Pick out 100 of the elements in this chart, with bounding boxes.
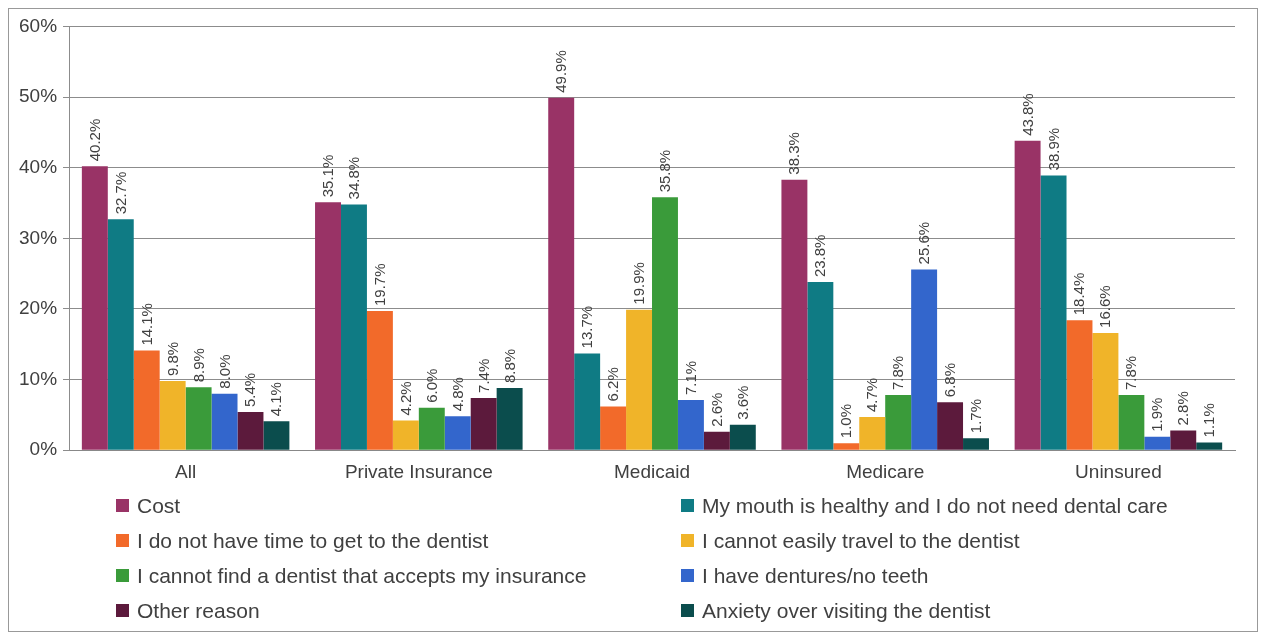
bar bbox=[833, 443, 860, 450]
data-label: 7.8% bbox=[1122, 355, 1140, 391]
bar bbox=[626, 309, 653, 450]
bar bbox=[1092, 332, 1119, 450]
bar bbox=[677, 400, 704, 450]
data-label: 23.8% bbox=[811, 234, 829, 278]
data-label: 7.1% bbox=[681, 360, 699, 396]
data-label: 7.4% bbox=[474, 358, 492, 393]
data-label: 4.8% bbox=[448, 377, 466, 412]
data-label: 14.1% bbox=[137, 303, 155, 346]
bar bbox=[807, 282, 834, 450]
data-label: 16.6% bbox=[1096, 285, 1114, 328]
data-label: 43.8% bbox=[1018, 93, 1036, 136]
bar bbox=[963, 438, 989, 450]
bar bbox=[418, 407, 445, 450]
x-tick-label: Uninsured bbox=[1075, 460, 1162, 482]
y-tick-label: 40% bbox=[19, 155, 58, 177]
bar bbox=[1118, 395, 1145, 450]
data-label: 6.2% bbox=[604, 367, 622, 402]
data-label: 5.4% bbox=[241, 372, 259, 408]
bar bbox=[1196, 442, 1223, 450]
bar bbox=[1040, 175, 1067, 450]
bar bbox=[392, 420, 419, 450]
bar bbox=[107, 219, 134, 450]
bar bbox=[937, 402, 964, 450]
bar bbox=[211, 393, 238, 450]
y-tick-label: 30% bbox=[19, 226, 58, 248]
bar bbox=[1170, 430, 1197, 450]
data-label: 8.9% bbox=[189, 348, 207, 383]
data-label: 34.8% bbox=[344, 156, 362, 200]
data-label: 1.7% bbox=[967, 398, 985, 434]
bar bbox=[444, 416, 471, 450]
data-label: 1.1% bbox=[1200, 403, 1218, 438]
legend-label: I do not have time to get to the dentist bbox=[137, 528, 489, 553]
legend-label: I cannot find a dentist that accepts my insurance bbox=[137, 563, 587, 588]
y-tick-label: 10% bbox=[19, 367, 58, 389]
bar bbox=[159, 380, 186, 450]
data-label: 6.0% bbox=[422, 368, 440, 403]
y-tick-label: 50% bbox=[19, 85, 58, 107]
x-tick-label: Medicare bbox=[846, 460, 925, 482]
bar bbox=[1014, 140, 1041, 450]
bar bbox=[315, 202, 341, 450]
data-label: 3.6% bbox=[733, 385, 751, 420]
data-label: 2.8% bbox=[1174, 391, 1192, 426]
bar bbox=[729, 424, 756, 450]
data-label: 4.7% bbox=[863, 377, 881, 412]
bar bbox=[470, 397, 497, 450]
bar bbox=[263, 421, 290, 450]
data-label: 49.9% bbox=[552, 50, 570, 93]
legend-label: Cost bbox=[137, 493, 181, 518]
bar bbox=[859, 417, 886, 450]
data-label: 4.1% bbox=[267, 382, 285, 417]
data-label: 2.6% bbox=[707, 392, 725, 427]
bar bbox=[133, 350, 160, 450]
legend-label: Other reason bbox=[137, 598, 260, 623]
bar bbox=[703, 431, 730, 450]
data-label: 8.8% bbox=[500, 348, 518, 384]
bar bbox=[911, 269, 938, 450]
bar bbox=[1144, 436, 1171, 450]
bar bbox=[600, 406, 627, 450]
x-tick-label: Medicaid bbox=[613, 460, 691, 482]
legend-label: I cannot easily travel to the dentist bbox=[702, 528, 1020, 553]
bar bbox=[885, 395, 912, 450]
data-label: 35.1% bbox=[319, 154, 337, 198]
bar bbox=[496, 388, 523, 450]
x-tick-label: All bbox=[175, 460, 197, 482]
bar bbox=[574, 353, 601, 450]
x-tick-label: Private Insurance bbox=[344, 460, 493, 482]
data-label: 19.9% bbox=[630, 262, 648, 305]
data-label: 18.4% bbox=[1070, 272, 1088, 316]
data-label: 7.8% bbox=[889, 355, 907, 391]
data-label: 25.6% bbox=[915, 221, 933, 265]
bar bbox=[1066, 320, 1093, 450]
bar bbox=[185, 387, 212, 450]
y-tick-label: 60% bbox=[19, 14, 58, 36]
bar bbox=[652, 197, 678, 450]
data-label: 38.3% bbox=[785, 132, 803, 175]
bar bbox=[781, 179, 808, 450]
legend-label: Anxiety over visiting the dentist bbox=[702, 598, 991, 623]
data-label: 8.0% bbox=[215, 354, 233, 389]
legend-label: I have dentures/no teeth bbox=[702, 563, 929, 588]
data-label: 38.9% bbox=[1044, 127, 1062, 171]
data-label: 32.7% bbox=[111, 171, 129, 215]
y-tick-label: 0% bbox=[29, 438, 58, 460]
bar bbox=[366, 311, 393, 450]
data-label: 1.0% bbox=[837, 403, 855, 439]
y-tick-label: 20% bbox=[19, 297, 58, 319]
data-label: 9.8% bbox=[163, 341, 181, 376]
bar bbox=[81, 166, 108, 450]
bar bbox=[548, 97, 575, 450]
data-label: 1.9% bbox=[1148, 397, 1166, 432]
data-label: 19.7% bbox=[370, 263, 388, 307]
data-label: 4.2% bbox=[396, 381, 414, 416]
data-label: 35.8% bbox=[655, 149, 673, 193]
data-label: 13.7% bbox=[578, 305, 596, 349]
bar bbox=[340, 204, 367, 450]
legend-label: My mouth is healthy and I do not need dental care bbox=[702, 493, 1168, 518]
bar bbox=[237, 412, 264, 450]
data-label: 40.2% bbox=[85, 118, 103, 162]
data-label: 6.8% bbox=[941, 362, 959, 398]
